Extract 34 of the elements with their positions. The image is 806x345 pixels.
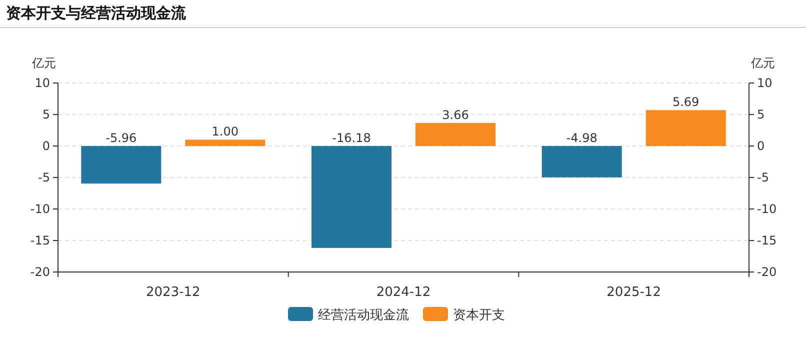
y2-axis-title: 亿元 <box>750 56 775 70</box>
y2-tick-label: 0 <box>757 139 765 153</box>
y-tick-label: -20 <box>30 265 50 279</box>
data-label: -4.98 <box>566 131 598 145</box>
bar <box>646 110 726 146</box>
bar <box>81 146 162 184</box>
legend-label: 经营活动现金流 <box>318 307 409 323</box>
bar <box>542 146 622 178</box>
bar <box>416 122 496 146</box>
chart-title: 资本开支与经营活动现金流 <box>6 4 187 22</box>
data-label: -5.96 <box>106 131 137 145</box>
y-axis-title: 亿元 <box>31 56 56 70</box>
y-tick-label: -10 <box>30 202 50 216</box>
data-label: 1.00 <box>212 124 239 139</box>
y-tick-label: 10 <box>34 76 50 90</box>
bar <box>185 140 266 146</box>
x-tick-label: 2024-12 <box>376 285 431 300</box>
y-tick-label: -15 <box>30 234 50 248</box>
legend-label: 资本开支 <box>453 308 505 323</box>
y-tick-label: -5 <box>38 170 50 184</box>
y-tick-label: 5 <box>42 108 50 122</box>
y2-tick-label: -15 <box>757 234 777 248</box>
data-label: -16.18 <box>332 131 371 145</box>
x-tick-label: 2023-12 <box>146 285 200 300</box>
y2-tick-label: 5 <box>757 108 765 122</box>
bar <box>312 146 392 248</box>
y2-tick-label: -20 <box>757 265 777 279</box>
y2-tick-label: -10 <box>757 202 777 216</box>
y2-tick-label: 10 <box>757 76 772 90</box>
x-tick-label: 2025-12 <box>606 285 661 300</box>
y2-tick-label: -5 <box>757 170 769 184</box>
data-label: 3.66 <box>442 108 469 122</box>
y-tick-label: 0 <box>42 139 50 153</box>
data-label: 5.69 <box>672 95 700 110</box>
